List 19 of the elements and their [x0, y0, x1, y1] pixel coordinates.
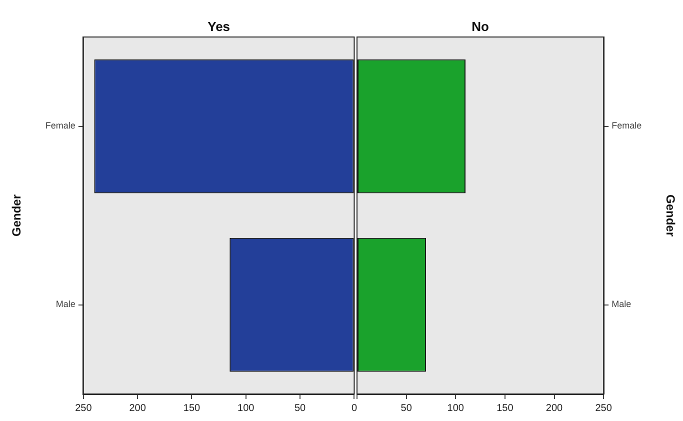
x-tick-label: 250	[75, 402, 92, 414]
x-tick-label: 200	[546, 402, 564, 414]
y2-axis-title: Gender	[664, 194, 678, 237]
y-tick-label: Female	[612, 120, 642, 131]
y-tick-label: Female	[45, 120, 76, 131]
x-tick-label: 150	[183, 402, 201, 414]
x-tick-label: 50	[400, 402, 413, 414]
y-axis-title: Gender	[10, 194, 24, 237]
x-tick-label: 100	[448, 402, 465, 414]
x-tick-label: 250	[595, 402, 613, 414]
y-tick-label: Male	[56, 299, 76, 310]
chart-title: No	[472, 19, 490, 34]
chart-title: Yes	[208, 19, 230, 34]
x-tick-label: 0	[351, 402, 358, 414]
x-tick-label: 50	[294, 402, 306, 414]
y-tick-label: Male	[612, 299, 632, 310]
x-tick-label: 200	[129, 402, 146, 414]
x-tick-label: 150	[496, 402, 514, 414]
x-tick-label: 100	[238, 402, 255, 414]
